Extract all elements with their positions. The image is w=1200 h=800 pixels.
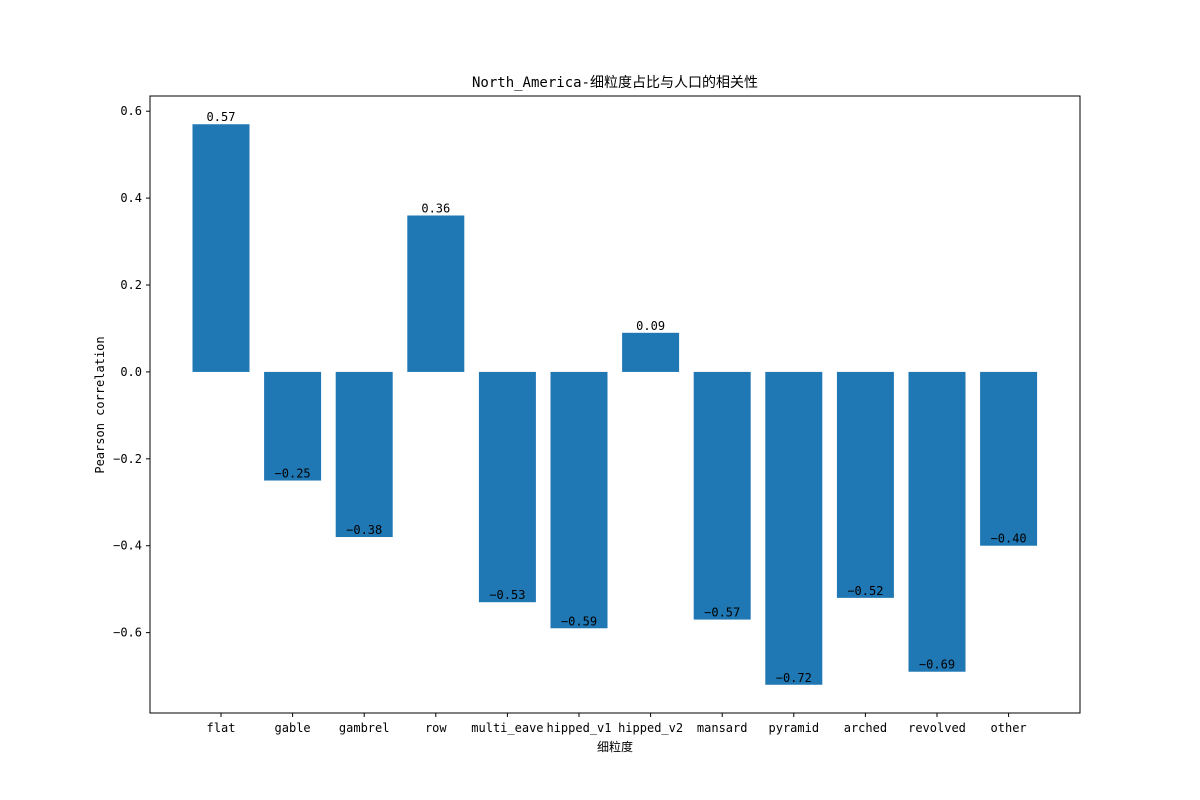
x-tick-label-gambrel: gambrel [339,721,390,735]
x-tick-label-revolved: revolved [908,721,966,735]
data-label-mansard: −0.57 [704,606,740,620]
bar-flat [192,124,250,372]
data-label-hipped_v2: 0.09 [636,319,665,333]
data-label-pyramid: −0.72 [776,671,812,685]
x-tick-label-other: other [991,721,1027,735]
x-tick-label-row: row [425,721,447,735]
y-tick-label: 0.6 [120,104,142,118]
data-label-other: −0.40 [991,532,1027,546]
y-tick-label: 0.0 [120,365,142,379]
bar-arched [836,371,894,598]
data-label-revolved: −0.69 [919,658,955,672]
bar-row [407,215,465,372]
bar-other [980,371,1038,546]
bar-multi_eave [478,371,536,603]
data-label-hipped_v1: −0.59 [561,614,597,628]
y-tick-label: 0.4 [120,191,142,205]
data-label-gambrel: −0.38 [346,523,382,537]
y-tick-label: −0.4 [113,539,142,553]
x-axis-label: 细粒度 [597,739,633,754]
y-axis-label: Pearson correlation [93,336,107,473]
bars-layer [192,124,1038,685]
x-tick-label-mansard: mansard [697,721,748,735]
chart-title: North_America-细粒度占比与人口的相关性 [472,75,758,91]
x-tick-label-hipped_v1: hipped_v1 [546,721,611,735]
plot-frame [149,95,1081,714]
data-label-arched: −0.52 [847,584,883,598]
y-tick-label: −0.2 [113,452,142,466]
y-axis: 0.6 0.4 0.2 0.0 −0.2 −0.4 −0.6 [113,104,150,640]
x-tick-label-arched: arched [844,721,887,735]
data-label-multi_eave: −0.53 [489,588,525,602]
x-tick-label-multi_eave: multi_eave [471,721,543,735]
x-axis: flat gable gambrel row multi_eave hipped_v1 hi… [207,713,1027,735]
bar-pyramid [765,371,823,685]
y-tick-label: 0.2 [120,278,142,292]
x-tick-label-pyramid: pyramid [769,721,820,735]
bar-gambrel [335,371,393,538]
bar-hipped_v1 [550,371,608,629]
bar-gable [264,371,322,481]
data-label-gable: −0.25 [275,467,311,481]
data-labels-layer: 0.57 −0.25 −0.38 0.36 −0.53 −0.59 0.09 −0.57 −0.… [207,110,1027,685]
y-tick-label: −0.6 [113,626,142,640]
x-tick-label-gable: gable [275,721,311,735]
data-label-row: 0.36 [421,201,450,215]
x-tick-label-hipped_v2: hipped_v2 [618,721,683,735]
data-label-flat: 0.57 [207,110,236,124]
x-tick-label-flat: flat [207,721,236,735]
bar-revolved [908,371,966,672]
bar-hipped_v2 [622,332,680,372]
bar-mansard [693,371,751,620]
